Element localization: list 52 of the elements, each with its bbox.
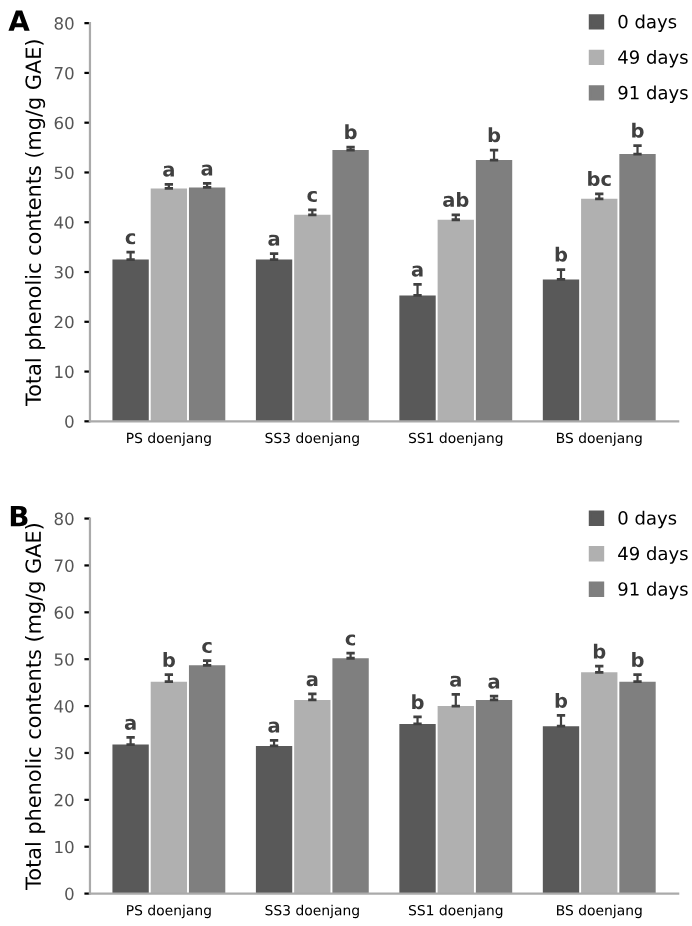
annotation: b — [555, 246, 568, 262]
annotation: a — [268, 234, 280, 246]
y-axis-title: Total phenolic contents (mg/g GAE) — [24, 40, 46, 407]
annotation: b — [555, 692, 568, 708]
y-tick-label: 10 — [55, 365, 74, 379]
legend-label: 0 days — [618, 510, 677, 529]
annotation: a — [124, 718, 136, 730]
y-tick-label: 50 — [54, 653, 74, 666]
annotation: c — [202, 641, 212, 654]
annotation: b — [163, 652, 175, 668]
y-tick-label: 40 — [54, 700, 74, 713]
annotation: a — [411, 265, 423, 277]
chart-title: B — [10, 505, 28, 527]
annotation: b — [412, 694, 424, 710]
annotation: a — [268, 721, 280, 733]
annotation: bc — [588, 171, 611, 187]
annotation: a — [201, 164, 213, 176]
y-tick-label: 50 — [54, 166, 74, 180]
y-tick-label: 0 — [65, 415, 74, 428]
y-axis-title: Total phenolic contents (mg/g GAE) — [24, 524, 46, 890]
annotation: a — [488, 677, 500, 689]
annotation: a — [306, 675, 318, 687]
annotation: a — [450, 675, 461, 687]
annotation: c — [125, 233, 136, 245]
y-tick-label: 20 — [54, 315, 74, 329]
annotation: c — [345, 634, 356, 646]
y-tick-label: 70 — [54, 66, 74, 80]
legend-label: 91 days — [618, 581, 688, 600]
chart-title: A — [8, 10, 30, 31]
y-tick-label: 60 — [54, 606, 74, 619]
legend-label: 49 days — [618, 49, 688, 68]
y-tick-label: 40 — [54, 216, 74, 229]
annotation: a — [163, 165, 174, 177]
y-tick-label: 0 — [65, 887, 74, 901]
annotation: b — [632, 122, 644, 138]
y-tick-label: 30 — [54, 746, 74, 760]
annotation: ab — [443, 191, 469, 208]
annotation: b — [488, 127, 501, 143]
y-tick-label: 80 — [54, 17, 74, 30]
y-tick-label: 20 — [54, 793, 74, 807]
annotation: b — [345, 124, 357, 140]
y-tick-label: 60 — [54, 116, 74, 130]
annotation: b — [593, 643, 606, 659]
y-tick-label: 10 — [55, 840, 74, 854]
annotation: b — [632, 652, 644, 668]
y-tick-label: 30 — [54, 265, 74, 279]
legend-label: 91 days — [618, 85, 688, 103]
annotation: c — [307, 190, 317, 203]
legend-label: 0 days — [618, 14, 677, 32]
legend-label: 49 days — [618, 546, 688, 564]
y-tick-label: 70 — [54, 559, 74, 573]
y-tick-label: 80 — [54, 512, 74, 526]
